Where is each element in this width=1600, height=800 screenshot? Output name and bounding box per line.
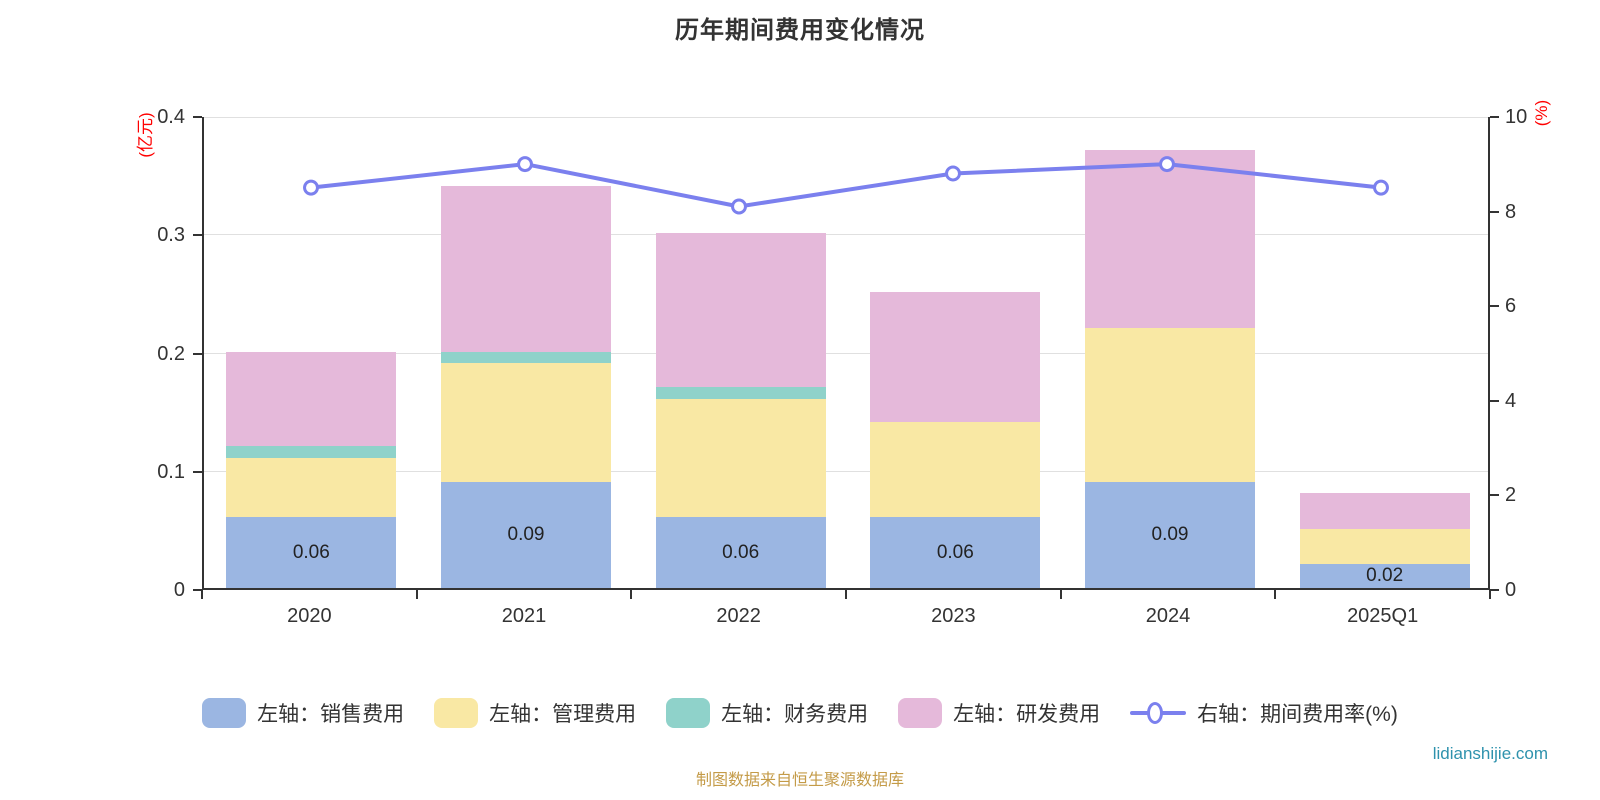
bar-segment-sales[interactable]	[1085, 481, 1255, 588]
legend-label-rnd: 左轴：研发费用	[953, 703, 1101, 726]
page-title: 历年期间费用变化情况	[675, 17, 925, 44]
left-axis-tick	[193, 470, 202, 473]
bar-segment-rnd[interactable]	[870, 292, 1041, 423]
x-axis-tick	[630, 590, 633, 599]
bar-segment-financial[interactable]	[655, 387, 826, 399]
right-axis-tick-label: 10	[1505, 106, 1528, 128]
rate-line	[310, 162, 1382, 209]
bar-segment-management[interactable]	[1299, 528, 1470, 565]
x-axis-tick	[415, 590, 418, 599]
bar-value-label: 0.09	[507, 523, 545, 545]
bar-value-label: 0.09	[1151, 523, 1189, 545]
rate-line-marker[interactable]	[731, 198, 747, 215]
bar-segment-sales[interactable]	[226, 517, 397, 588]
legend-item-financial[interactable]: 左轴：财务费用	[666, 698, 868, 728]
x-axis-tick	[201, 590, 203, 599]
bar-segment-sales[interactable]	[441, 481, 611, 588]
gridline	[204, 234, 1488, 236]
right-axis-tick-label: 8	[1505, 200, 1517, 223]
bar-segment-rnd[interactable]	[655, 233, 826, 387]
legend-label-sales: 左轴：销售费用	[257, 703, 405, 726]
bar-segment-management[interactable]	[226, 457, 397, 518]
rate-line-marker[interactable]	[945, 165, 961, 182]
rate-line-marker[interactable]	[1373, 179, 1389, 196]
plot-area: 0.06 0.09 0.06 0.06 0.09 0.02	[202, 117, 1490, 590]
right-axis-tick	[1490, 305, 1499, 308]
right-axis-tick	[1490, 494, 1499, 497]
bar-segment-sales[interactable]	[655, 517, 826, 588]
bar-value-label: 0.06	[722, 541, 760, 563]
left-axis-tick-label: 0	[173, 579, 185, 601]
bar-segment-sales[interactable]	[870, 517, 1041, 588]
right-axis-tick	[1490, 210, 1499, 213]
sales-swatch-icon	[202, 698, 247, 728]
x-axis-tick	[1489, 590, 1491, 599]
rate-line-marker[interactable]	[517, 156, 533, 173]
bar-value-label: 0.06	[936, 541, 974, 563]
bar-segment-management[interactable]	[655, 398, 826, 518]
x-axis-tick	[1274, 590, 1277, 599]
bar-segment-rnd[interactable]	[1299, 493, 1470, 529]
x-axis-category-label: 2023	[931, 605, 976, 627]
rate-line-marker[interactable]	[303, 179, 319, 196]
financial-swatch-icon	[666, 698, 711, 728]
bar-segment-financial[interactable]	[441, 351, 611, 364]
legend-label-expense-rate: 右轴：期间费用率(%)	[1197, 703, 1398, 726]
bar-value-label: 0.02	[1366, 565, 1404, 586]
bar-value-label: 0.06	[292, 541, 330, 563]
right-axis-tick	[1490, 399, 1499, 402]
watermark-link[interactable]: lidianshijie.com	[1432, 744, 1548, 763]
bar-segment-sales[interactable]	[1299, 564, 1470, 588]
bar-segment-management[interactable]	[1085, 327, 1255, 482]
right-axis-tick-label: 4	[1505, 389, 1517, 412]
x-axis-tick	[1059, 590, 1062, 599]
x-axis-tick	[845, 590, 847, 599]
rate-line-marker[interactable]	[1159, 156, 1175, 173]
gridline	[204, 470, 1488, 472]
x-axis-category-label: 2025Q1	[1347, 605, 1419, 627]
legend-label-financial: 左轴：财务费用	[721, 703, 869, 726]
expense-rate-line-icon	[1130, 698, 1187, 728]
right-axis-tick-label: 6	[1505, 295, 1517, 318]
bar-segment-management[interactable]	[441, 363, 611, 482]
bar-segment-rnd[interactable]	[226, 351, 397, 447]
line-marker-dot	[1147, 702, 1164, 724]
legend-item-rnd[interactable]: 左轴：研发费用	[898, 698, 1100, 728]
x-axis-category-label: 2024	[1145, 605, 1191, 627]
right-axis-tick	[1490, 589, 1499, 591]
gridline	[204, 352, 1488, 354]
source-note: 制图数据来自恒生聚源数据库	[695, 772, 904, 789]
left-axis-tick-label: 0.1	[157, 460, 185, 483]
left-axis-tick	[193, 116, 202, 118]
legend-item-sales[interactable]: 左轴：销售费用	[202, 698, 404, 728]
rate-line-layer	[303, 156, 1389, 215]
management-swatch-icon	[434, 698, 479, 728]
x-axis-category-label: 2020	[287, 605, 332, 627]
legend: 左轴：销售费用 左轴：管理费用 左轴：财务费用 左轴：研发费用 右轴：期间费用率…	[0, 698, 1600, 728]
left-axis-tick-label: 0.2	[157, 342, 185, 365]
left-axis-tick	[193, 352, 202, 355]
legend-item-management[interactable]: 左轴：管理费用	[434, 698, 636, 728]
x-axis-category-label: 2022	[716, 605, 761, 627]
left-axis-tick	[193, 234, 202, 237]
left-axis-tick	[193, 589, 202, 591]
right-axis-tick-label: 0	[1505, 579, 1517, 601]
left-axis-tick-label: 0.4	[157, 106, 185, 128]
bar-segment-rnd[interactable]	[441, 185, 611, 352]
legend-item-expense-rate[interactable]: 右轴：期间费用率(%)	[1130, 698, 1398, 728]
bar-segment-rnd[interactable]	[1085, 150, 1255, 328]
legend-label-management: 左轴：管理费用	[489, 703, 637, 726]
gridline	[204, 117, 1488, 118]
rnd-swatch-icon	[898, 698, 943, 728]
right-axis-tick	[1490, 116, 1499, 118]
left-axis-tick-label: 0.3	[157, 224, 185, 247]
x-axis-category-label: 2021	[501, 605, 547, 627]
bar-segment-management[interactable]	[870, 422, 1041, 518]
bar-segment-financial[interactable]	[226, 446, 397, 458]
right-axis-tick-label: 2	[1505, 484, 1517, 507]
